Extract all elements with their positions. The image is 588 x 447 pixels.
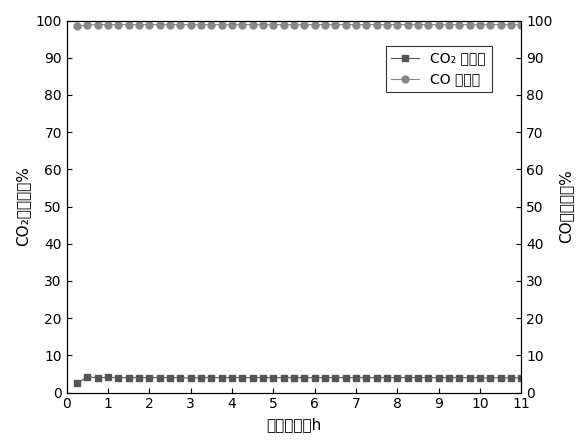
CO₂ 转化率 xyxy=(476,375,483,380)
CO₂ 转化率 xyxy=(187,375,194,381)
CO₂ 转化率 xyxy=(208,375,215,380)
CO 选择性 xyxy=(136,22,143,27)
CO₂ 转化率 xyxy=(383,375,390,380)
CO 选择性 xyxy=(404,22,411,27)
CO 选择性 xyxy=(497,22,504,27)
CO 选择性 xyxy=(218,22,225,27)
CO₂ 转化率 xyxy=(115,375,122,380)
CO₂ 转化率 xyxy=(311,375,318,380)
CO₂ 转化率 xyxy=(487,375,494,381)
CO₂ 转化率 xyxy=(445,375,452,380)
CO 选择性 xyxy=(270,22,277,27)
CO 选择性 xyxy=(456,22,463,27)
CO₂ 转化率 xyxy=(166,375,173,380)
CO 选择性 xyxy=(125,22,132,27)
CO₂ 转化率 xyxy=(466,375,473,380)
CO 选择性 xyxy=(105,22,112,27)
CO₂ 转化率 xyxy=(352,375,359,380)
CO₂ 转化率 xyxy=(373,375,380,380)
Line: CO 选择性: CO 选择性 xyxy=(74,21,524,30)
CO₂ 转化率 xyxy=(507,375,514,381)
CO 选择性 xyxy=(177,22,184,27)
CO₂ 转化率 xyxy=(363,375,370,380)
CO 选择性 xyxy=(507,22,514,27)
CO 选择性 xyxy=(208,22,215,27)
CO 选择性 xyxy=(74,23,81,29)
CO₂ 转化率 xyxy=(301,375,308,380)
CO₂ 转化率 xyxy=(290,375,298,380)
CO 选择性 xyxy=(187,22,194,27)
CO₂ 转化率 xyxy=(517,375,524,380)
Y-axis label: CO选择性／%: CO选择性／% xyxy=(558,170,573,244)
CO 选择性 xyxy=(290,22,298,27)
CO₂ 转化率 xyxy=(136,375,143,380)
CO₂ 转化率 xyxy=(322,375,329,380)
CO₂ 转化率 xyxy=(94,375,101,380)
CO 选择性 xyxy=(94,22,101,27)
CO₂ 转化率 xyxy=(239,375,246,380)
CO 选择性 xyxy=(435,22,442,27)
CO₂ 转化率 xyxy=(177,375,184,380)
CO₂ 转化率 xyxy=(198,375,205,380)
CO₂ 转化率 xyxy=(435,375,442,380)
CO₂ 转化率 xyxy=(125,375,132,380)
CO₂ 转化率 xyxy=(259,375,266,380)
CO 选择性 xyxy=(415,22,422,27)
CO 选择性 xyxy=(229,22,236,27)
CO 选择性 xyxy=(363,22,370,27)
CO₂ 转化率 xyxy=(332,375,339,380)
CO 选择性 xyxy=(383,22,390,27)
CO₂ 转化率 xyxy=(249,375,256,380)
Legend: CO₂ 转化率, CO 选择性: CO₂ 转化率, CO 选择性 xyxy=(386,46,492,92)
CO 选择性 xyxy=(342,22,349,27)
CO 选择性 xyxy=(322,22,329,27)
CO 选择性 xyxy=(352,22,359,27)
CO₂ 转化率 xyxy=(415,375,422,380)
X-axis label: 反应时间／h: 反应时间／h xyxy=(266,417,322,432)
CO₂ 转化率 xyxy=(342,375,349,380)
CO 选择性 xyxy=(394,22,401,27)
CO 选择性 xyxy=(476,22,483,27)
CO 选择性 xyxy=(301,22,308,27)
CO 选择性 xyxy=(466,22,473,27)
CO₂ 转化率 xyxy=(105,375,112,380)
CO₂ 转化率 xyxy=(456,375,463,380)
CO₂ 转化率 xyxy=(497,375,504,380)
CO 选择性 xyxy=(445,22,452,27)
Y-axis label: CO₂转化率／%: CO₂转化率／% xyxy=(15,167,30,246)
CO₂ 转化率 xyxy=(146,375,153,380)
CO₂ 转化率 xyxy=(425,375,432,380)
CO₂ 转化率 xyxy=(404,375,411,380)
CO 选择性 xyxy=(115,22,122,27)
CO 选择性 xyxy=(259,22,266,27)
CO₂ 转化率 xyxy=(229,375,236,380)
CO 选择性 xyxy=(249,22,256,27)
CO 选择性 xyxy=(517,22,524,27)
CO 选择性 xyxy=(425,22,432,27)
CO 选择性 xyxy=(311,22,318,27)
CO 选择性 xyxy=(198,22,205,27)
CO 选择性 xyxy=(166,22,173,27)
CO₂ 转化率 xyxy=(74,380,81,386)
CO 选择性 xyxy=(487,22,494,27)
CO 选择性 xyxy=(332,22,339,27)
CO₂ 转化率 xyxy=(218,375,225,380)
CO 选择性 xyxy=(146,22,153,27)
CO₂ 转化率 xyxy=(270,375,277,380)
CO 选择性 xyxy=(280,22,287,27)
CO 选择性 xyxy=(239,22,246,27)
Line: CO₂ 转化率: CO₂ 转化率 xyxy=(74,374,524,387)
CO₂ 转化率 xyxy=(84,374,91,380)
CO₂ 转化率 xyxy=(156,375,163,380)
CO 选择性 xyxy=(373,22,380,27)
CO₂ 转化率 xyxy=(280,375,287,380)
CO₂ 转化率 xyxy=(394,375,401,380)
CO 选择性 xyxy=(156,22,163,27)
CO 选择性 xyxy=(84,22,91,28)
